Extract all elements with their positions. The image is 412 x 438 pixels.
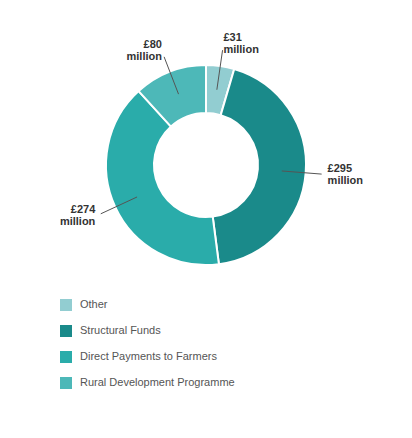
donut: [106, 65, 306, 265]
legend-label: Other: [80, 298, 108, 310]
slice: [213, 69, 306, 264]
leader-line: [217, 50, 223, 90]
leader-line: [164, 57, 178, 94]
data-label: £274million: [60, 203, 96, 227]
leader-line: [101, 197, 137, 214]
legend-item: Rural Development Programme: [60, 376, 235, 389]
legend-swatch: [60, 299, 72, 311]
legend-item: Structural Funds: [60, 324, 161, 337]
data-label: £80million: [126, 38, 162, 62]
data-label: £295million: [328, 161, 364, 185]
legend-swatch: [60, 351, 72, 363]
slice: [139, 65, 206, 127]
legend-item: Direct Payments to Farmers: [60, 350, 217, 363]
data-labels: £31million £295million £274million £80milli…: [60, 31, 363, 227]
legend-label: Structural Funds: [80, 324, 161, 336]
leader-line: [282, 171, 322, 174]
legend-label: Rural Development Programme: [80, 376, 235, 388]
legend-label: Direct Payments to Farmers: [80, 350, 217, 362]
data-label: £31million: [223, 31, 259, 55]
legend-swatch: [60, 325, 72, 337]
legend-item: Other: [60, 298, 108, 311]
legend-swatch: [60, 377, 72, 389]
chart: £31million £295million £274million £80milli…: [0, 0, 412, 438]
legend: Other Structural Funds Direct Payments to …: [60, 298, 235, 389]
